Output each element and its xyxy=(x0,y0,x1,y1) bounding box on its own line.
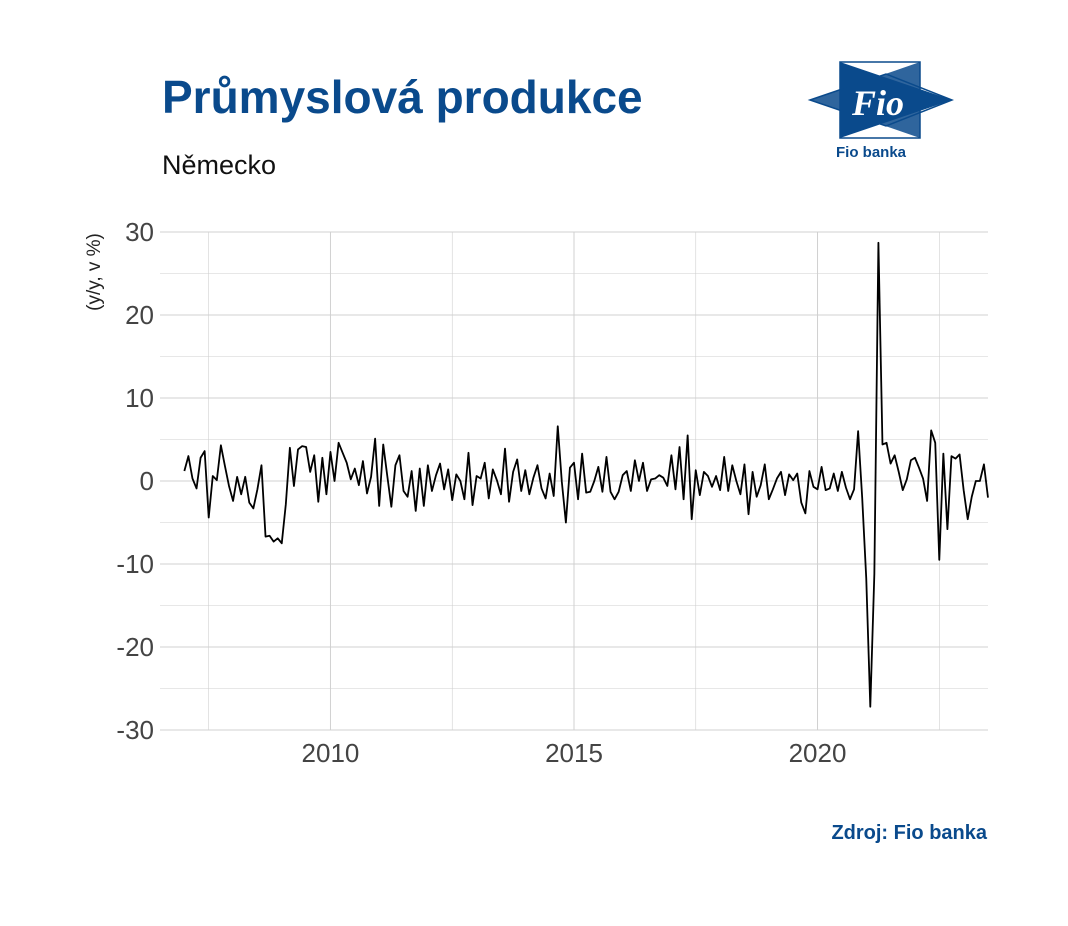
page-title: Průmyslová produkce xyxy=(162,71,643,123)
fio-logo-mark: Fio xyxy=(807,61,955,139)
major-gridlines xyxy=(160,231,988,731)
logo-mark-text: Fio xyxy=(851,83,904,123)
x-tick-label: 2020 xyxy=(789,738,847,768)
y-tick-label: -10 xyxy=(116,549,154,579)
x-axis-ticks: 2010 2015 2020 xyxy=(302,738,847,768)
x-tick-label: 2010 xyxy=(302,738,360,768)
page-subtitle: Německo xyxy=(162,150,277,180)
y-axis-label: (y/y, v %) xyxy=(84,233,105,311)
y-axis-ticks: 30 20 10 0 -10 -20 -30 xyxy=(116,217,154,745)
x-tick-label: 2015 xyxy=(545,738,603,768)
fio-logo: Fio xyxy=(806,58,955,168)
y-tick-label: -20 xyxy=(116,632,154,662)
source-note: Zdroj: Fio banka xyxy=(831,822,987,844)
y-tick-label: 30 xyxy=(125,217,154,247)
y-tick-label: 0 xyxy=(140,466,154,496)
logo-name: Fio banka xyxy=(836,144,907,161)
y-tick-label: 20 xyxy=(125,300,154,330)
y-tick-label: 10 xyxy=(125,383,154,413)
series-line-0 xyxy=(183,241,989,708)
series-group xyxy=(183,241,989,708)
y-tick-label: -30 xyxy=(116,715,154,745)
